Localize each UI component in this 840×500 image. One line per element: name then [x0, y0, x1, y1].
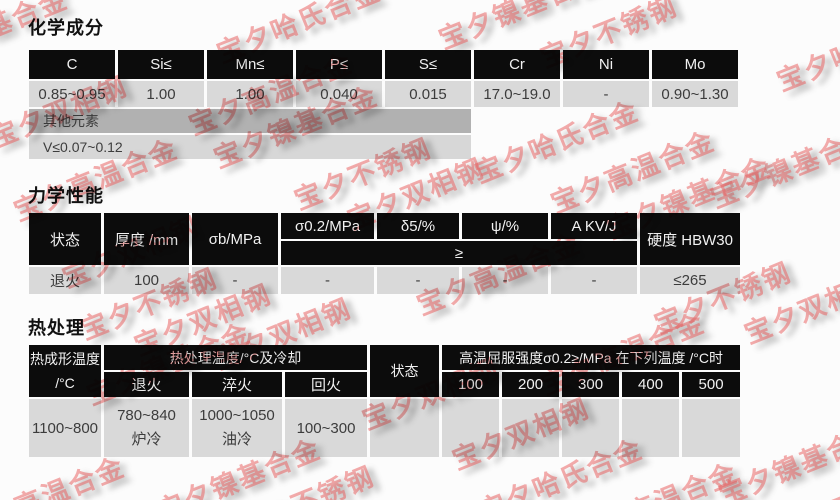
- watermark-text: 宝夕不锈钢: [770, 460, 840, 500]
- data-cell-thickness: 100: [104, 267, 189, 294]
- header-cell-state: 状态: [370, 345, 440, 397]
- header-cell-state: 状态: [29, 213, 101, 265]
- table-row: 退火 100 - - - - - ≤265: [29, 267, 740, 294]
- heat-treatment-title: 热处理: [28, 318, 85, 338]
- table-row: 其他元素: [29, 109, 738, 133]
- header-cell-forming-temp: 热成形温度 /°C: [29, 345, 101, 397]
- value-cell-mo: 0.90~1.30: [652, 81, 738, 107]
- data-cell-hy-400: [622, 399, 680, 457]
- header-cell-mn: Mn≤: [207, 50, 293, 79]
- header-cell-temp-400: 400: [622, 372, 680, 397]
- table-row: 状态 厚度 /mm σb/MPa σ0.2/MPa δ5/% ψ/% A KV/…: [29, 213, 740, 265]
- header-cell-c: C: [29, 50, 115, 79]
- heat-treatment-table: 热成形温度 /°C 热处理温度/°C及冷却 状态 高温屈服强度σ0.2≥/MPa…: [26, 343, 743, 459]
- table-row: C Si≤ Mn≤ P≤ S≤ Cr Ni Mo: [29, 50, 738, 79]
- header-cell-sigma-b: σb/MPa: [192, 213, 278, 265]
- other-elements-label: 其他元素: [29, 109, 471, 133]
- data-cell-quenching: 1000~1050 油冷: [192, 399, 282, 457]
- watermark-text: 宝夕哈氏合金: [772, 3, 840, 97]
- quenching-temp: 1000~1050: [199, 407, 275, 424]
- header-cell-gte: ≥: [281, 241, 637, 265]
- data-cell-hy-300: [562, 399, 620, 457]
- data-cell-hardness: ≤265: [640, 267, 740, 294]
- header-cell-thickness: 厚度 /mm: [104, 213, 189, 265]
- value-cell-si: 1.00: [118, 81, 204, 107]
- table-row: 退火 淬火 回火 100 200 300 400 500: [29, 372, 741, 397]
- value-cell-p: 0.040: [296, 81, 382, 107]
- value-cell-s: 0.015: [385, 81, 471, 107]
- watermark-text: 宝夕双相钢: [740, 267, 840, 350]
- annealing-temp: 780~840: [117, 407, 176, 424]
- header-cell-ni: Ni: [563, 50, 649, 79]
- header-cell-sigma-02: σ0.2/MPa: [281, 213, 374, 239]
- data-cell-delta5: -: [377, 267, 459, 294]
- table-row: 0.85~0.95 1.00 1.00 0.040 0.015 17.0~19.…: [29, 81, 738, 107]
- data-cell-annealing: 780~840 炉冷: [104, 399, 189, 457]
- mechanical-properties-title: 力学性能: [28, 186, 104, 206]
- header-cell-hy-group: 高温屈服强度σ0.2≥/MPa 在下列温度 /°C时: [442, 345, 741, 370]
- header-cell-mo: Mo: [652, 50, 738, 79]
- data-cell-sigma-b: -: [192, 267, 278, 294]
- header-cell-temp-300: 300: [562, 372, 620, 397]
- data-cell-hy-200: [502, 399, 560, 457]
- data-cell-hy-500: [682, 399, 741, 457]
- header-cell-temp-500: 500: [682, 372, 741, 397]
- header-cell-tempering: 回火: [285, 372, 368, 397]
- data-cell-forming-temp: 1100~800: [29, 399, 101, 457]
- quenching-cooling: 油冷: [221, 431, 252, 448]
- value-cell-ni: -: [563, 81, 649, 107]
- chemical-composition-table: C Si≤ Mn≤ P≤ S≤ Cr Ni Mo 0.85~0.95 1.00 …: [26, 48, 741, 161]
- header-cell-akv: A KV/J: [551, 213, 637, 239]
- header-cell-quenching: 淬火: [192, 372, 282, 397]
- data-cell-psi: -: [462, 267, 548, 294]
- data-cell-sigma-02: -: [281, 267, 374, 294]
- header-cell-cr: Cr: [474, 50, 560, 79]
- table-row: ≥: [29, 241, 740, 265]
- header-cell-p: P≤: [296, 50, 382, 79]
- header-cell-si: Si≤: [118, 50, 204, 79]
- forming-temp-line1: 热成形温度: [30, 351, 100, 367]
- header-cell-temp-200: 200: [502, 372, 560, 397]
- value-cell-mn: 1.00: [207, 81, 293, 107]
- chemical-composition-title: 化学成分: [28, 18, 104, 38]
- data-cell-hy-100: [442, 399, 500, 457]
- table-row: V≤0.07~0.12: [29, 135, 738, 159]
- data-cell-tempering: 100~300: [285, 399, 368, 457]
- value-cell-c: 0.85~0.95: [29, 81, 115, 107]
- other-elements-value: V≤0.07~0.12: [29, 135, 471, 159]
- watermark-text: 宝夕不锈钢: [230, 455, 379, 500]
- data-cell-state: [370, 399, 440, 457]
- header-cell-annealing: 退火: [104, 372, 189, 397]
- mechanical-properties-table: 状态 厚度 /mm σb/MPa σ0.2/MPa δ5/% ψ/% A KV/…: [26, 211, 743, 296]
- table-row: 热成形温度 /°C 热处理温度/°C及冷却 状态 高温屈服强度σ0.2≥/MPa…: [29, 345, 741, 397]
- table-row: 1100~800 780~840 炉冷 1000~1050 油冷 100~300: [29, 399, 741, 457]
- header-cell-delta5: δ5/%: [377, 213, 459, 239]
- data-cell-state: 退火: [29, 267, 101, 294]
- header-cell-psi: ψ/%: [462, 213, 548, 239]
- value-cell-cr: 17.0~19.0: [474, 81, 560, 107]
- header-cell-hardness: 硬度 HBW30: [640, 213, 740, 265]
- data-cell-akv: -: [551, 267, 637, 294]
- forming-temp-line2: /°C: [55, 375, 75, 391]
- header-cell-s: S≤: [385, 50, 471, 79]
- header-cell-ht-group: 热处理温度/°C及冷却: [104, 345, 368, 370]
- header-cell-temp-100: 100: [442, 372, 500, 397]
- annealing-cooling: 炉冷: [131, 431, 162, 448]
